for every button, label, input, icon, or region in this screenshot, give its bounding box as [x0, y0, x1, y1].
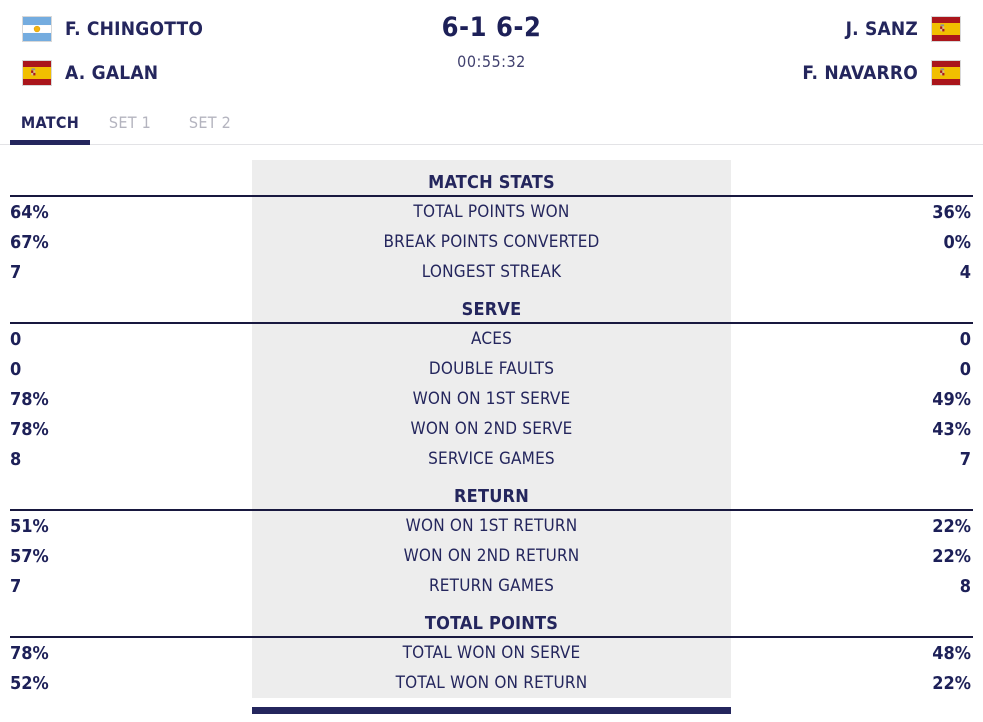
stat-row: 78% WON ON 2ND SERVE 43%: [0, 414, 983, 444]
stat-label: RETURN GAMES: [252, 571, 731, 601]
player-right-1: J. SANZ: [846, 14, 961, 44]
stat-row: 51% WON ON 1ST RETURN 22%: [0, 511, 983, 541]
section-header-right-spacer: [731, 601, 983, 638]
section-header-row: SERVE: [0, 287, 983, 324]
stat-label: WON ON 2ND RETURN: [252, 541, 731, 571]
stat-value-left: 7: [10, 575, 22, 597]
stat-row: 7 LONGEST STREAK 4: [0, 257, 983, 287]
stat-row: 0 ACES 0: [0, 324, 983, 354]
player-name: J. SANZ: [845, 18, 918, 40]
stat-label: SERVICE GAMES: [252, 444, 731, 474]
stat-label: LONGEST STREAK: [252, 257, 731, 287]
tabs: MATCH SET 1 SET 2: [0, 104, 983, 145]
section-header-row: TOTAL POINTS: [0, 601, 983, 638]
stat-value-right: 22%: [932, 515, 971, 537]
stat-label: DOUBLE FAULTS: [252, 354, 731, 384]
stat-value-right: 4: [959, 261, 971, 283]
player-name: F. NAVARRO: [802, 62, 918, 84]
section-title: TOTAL POINTS: [252, 601, 731, 638]
stat-value-right: 36%: [932, 201, 971, 223]
stat-value-left: 78%: [10, 418, 49, 440]
stat-value-left: 78%: [10, 642, 49, 664]
argentina-flag-icon: [22, 16, 52, 42]
stat-value-right: 0%: [943, 231, 972, 253]
stat-value-right: 0: [959, 358, 971, 380]
section-header-right-spacer: [731, 474, 983, 511]
tab-set-1[interactable]: SET 1: [108, 113, 152, 132]
stat-value-left: 0: [10, 358, 22, 380]
spain-flag-icon: [22, 60, 52, 86]
player-left-2: A. GALAN: [22, 58, 961, 88]
stat-value-right: 8: [959, 575, 971, 597]
stat-value-right: 49%: [932, 388, 971, 410]
section-header-row: MATCH STATS: [0, 160, 983, 197]
stat-value-right: 22%: [932, 545, 971, 567]
stat-value-right: 22%: [932, 672, 971, 694]
section-title: RETURN: [252, 474, 731, 511]
spain-flag-icon: [931, 16, 961, 42]
stat-row: 78% TOTAL WON ON SERVE 48%: [0, 638, 983, 668]
stat-value-left: 52%: [10, 672, 49, 694]
team-right: J. SANZ F. NAVARRO: [802, 14, 961, 88]
stat-value-right: 7: [959, 448, 971, 470]
stat-value-left: 57%: [10, 545, 49, 567]
section-header-row: RETURN: [0, 474, 983, 511]
stat-value-left: 78%: [10, 388, 49, 410]
stat-value-right: 43%: [932, 418, 971, 440]
section-title: SERVE: [252, 287, 731, 324]
stat-value-left: 8: [10, 448, 22, 470]
stats-table: MATCH STATS 64% TOTAL POINTS WON 36% 67% BREA…: [0, 160, 983, 698]
player-right-2: F. NAVARRO: [802, 58, 961, 88]
stat-label: ACES: [252, 324, 731, 354]
stat-row: 64% TOTAL POINTS WON 36%: [0, 197, 983, 227]
player-name: F. CHINGOTTO: [65, 18, 204, 40]
stat-row: 57% WON ON 2ND RETURN 22%: [0, 541, 983, 571]
spain-flag-icon: [931, 60, 961, 86]
stat-row: 67% BREAK POINTS CONVERTED 0%: [0, 227, 983, 257]
section-header-left-spacer: [0, 474, 252, 511]
stat-label: WON ON 1ST SERVE: [252, 384, 731, 414]
section-header-right-spacer: [731, 160, 983, 197]
stat-value-left: 7: [10, 261, 22, 283]
section-header-right-spacer: [731, 287, 983, 324]
team-left: F. CHINGOTTO A. GALAN: [22, 14, 961, 88]
stat-value-right: 48%: [932, 642, 971, 664]
stat-row: 7 RETURN GAMES 8: [0, 571, 983, 601]
section-header-left-spacer: [0, 601, 252, 638]
stat-label: BREAK POINTS CONVERTED: [252, 227, 731, 257]
tab-set-2[interactable]: SET 2: [188, 113, 232, 132]
section-title: MATCH STATS: [252, 160, 731, 197]
section-header-left-spacer: [0, 287, 252, 324]
stat-label: TOTAL WON ON SERVE: [252, 638, 731, 668]
stat-value-left: 67%: [10, 231, 49, 253]
stat-label: WON ON 2ND SERVE: [252, 414, 731, 444]
stat-label: WON ON 1ST RETURN: [252, 511, 731, 541]
stat-label: TOTAL POINTS WON: [252, 197, 731, 227]
stat-value-left: 51%: [10, 515, 49, 537]
stat-value-left: 0: [10, 328, 22, 350]
partial-next-section-bar: [252, 707, 731, 714]
stat-row: 8 SERVICE GAMES 7: [0, 444, 983, 474]
stat-value-left: 64%: [10, 201, 49, 223]
stat-value-right: 0: [959, 328, 971, 350]
match-header: F. CHINGOTTO A. GALAN 6-1 6-2 00:55:32 J.…: [0, 0, 983, 102]
tab-match[interactable]: MATCH: [10, 104, 90, 145]
stat-row: 52% TOTAL WON ON RETURN 22%: [0, 668, 983, 698]
player-left-1: F. CHINGOTTO: [22, 14, 961, 44]
player-name: A. GALAN: [65, 62, 159, 84]
stat-row: 0 DOUBLE FAULTS 0: [0, 354, 983, 384]
stat-label: TOTAL WON ON RETURN: [252, 668, 731, 698]
stat-row: 78% WON ON 1ST SERVE 49%: [0, 384, 983, 414]
section-header-left-spacer: [0, 160, 252, 197]
